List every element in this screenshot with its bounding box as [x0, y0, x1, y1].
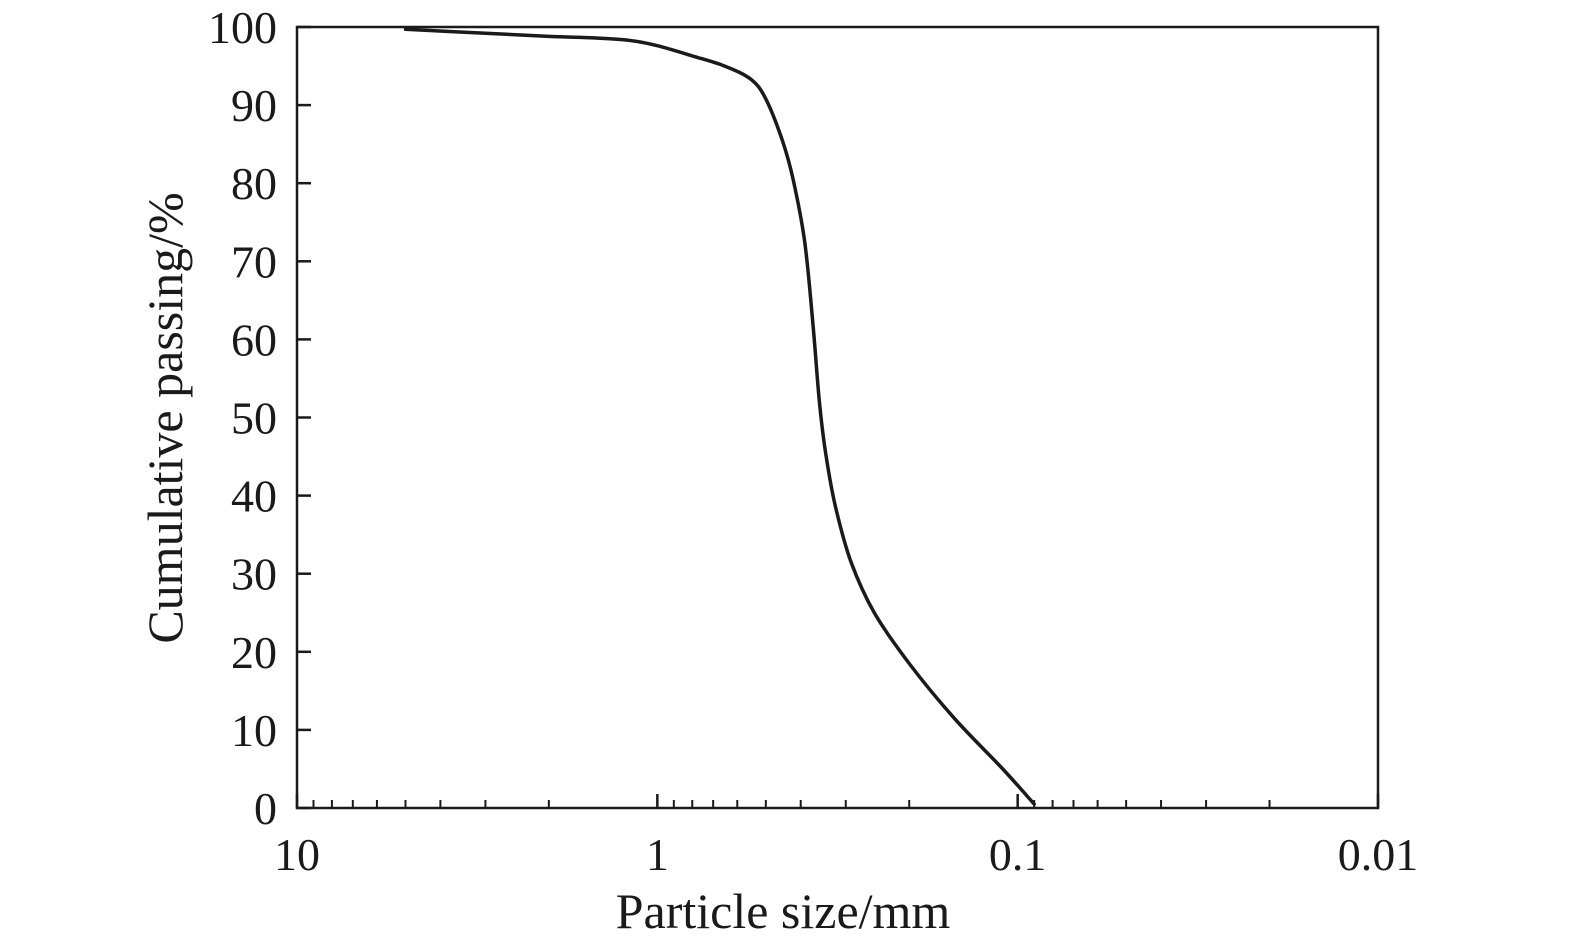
- plot-frame: [295, 25, 1380, 810]
- cumulative-passing-curve: [403, 27, 1036, 806]
- y-tick-label: 0: [254, 783, 277, 834]
- y-tick-label: 100: [208, 2, 277, 53]
- x-axis-title: Particle size/mm: [616, 883, 951, 939]
- y-tick-label: 90: [231, 80, 277, 131]
- x-tick-label: 1: [646, 829, 669, 880]
- y-tick-label: 70: [231, 236, 277, 287]
- y-tick-label: 20: [231, 627, 277, 678]
- x-axis-ticks: 10 1 0.1 0.01: [274, 794, 1418, 880]
- y-tick-label: 10: [231, 705, 277, 756]
- y-tick-label: 60: [231, 314, 277, 365]
- y-tick-label: 30: [231, 549, 277, 600]
- y-axis-ticks: 0 10 20 30 40 50 60 70 80 90 100: [208, 2, 311, 834]
- y-tick-label: 40: [231, 471, 277, 522]
- y-tick-label: 50: [231, 393, 277, 444]
- y-axis-title: Cumulative passing/%: [137, 192, 193, 643]
- x-axis-minor-ticks: [312, 800, 1271, 808]
- x-tick-label: 10: [274, 829, 320, 880]
- y-tick-label: 80: [231, 158, 277, 209]
- x-tick-label: 0.1: [989, 829, 1047, 880]
- x-tick-label: 0.01: [1338, 829, 1419, 880]
